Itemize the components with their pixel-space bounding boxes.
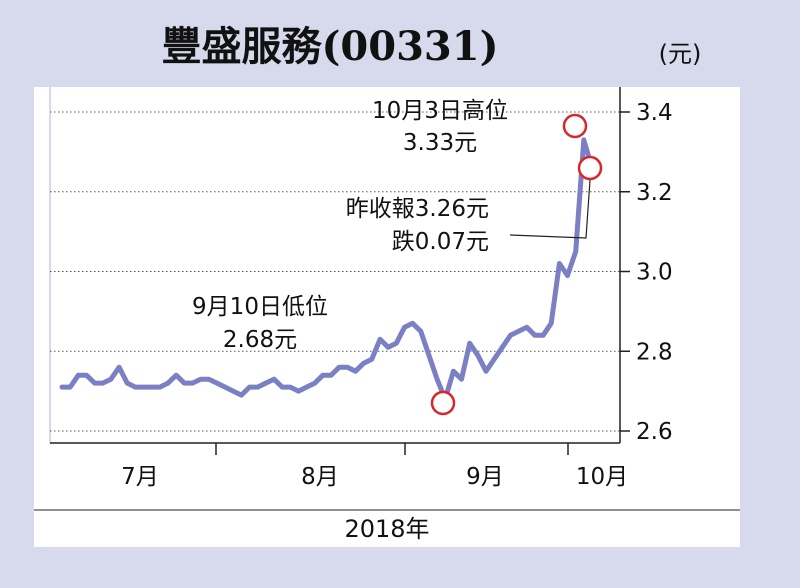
annotation-text: 9月10日低位 — [192, 294, 328, 320]
y-tick-label: 2.6 — [636, 419, 673, 445]
annotation-text: 昨收報3.26元 — [346, 196, 489, 222]
annotation-marker — [562, 113, 588, 139]
x-tick-label: 7月 — [121, 464, 159, 490]
annotation-text: 跌0.07元 — [392, 229, 489, 255]
x-tick-label: 8月 — [301, 464, 339, 490]
plot-area-mask — [34, 87, 50, 443]
y-tick-label: 3.4 — [636, 100, 673, 126]
chart-title: 豐盛服務(00331) — [161, 23, 498, 70]
annotation-leader — [509, 179, 591, 239]
annotation-marker — [430, 390, 456, 416]
annotation-text: 10月3日高位 — [372, 98, 508, 124]
annotation-marker — [577, 155, 603, 181]
annotation-text: 2.68元 — [223, 327, 297, 353]
y-tick-label: 3.0 — [636, 260, 673, 286]
plot-area — [34, 87, 740, 547]
x-tick-label: 9月 — [466, 464, 504, 490]
x-axis-label: 2018年 — [344, 515, 429, 543]
unit-label: (元) — [659, 40, 702, 68]
y-tick-label: 3.2 — [636, 180, 673, 206]
annotation-text: 3.33元 — [403, 130, 477, 156]
y-tick-label: 2.8 — [636, 339, 673, 365]
x-tick-label: 10月 — [576, 464, 628, 490]
series-line — [59, 137, 595, 402]
